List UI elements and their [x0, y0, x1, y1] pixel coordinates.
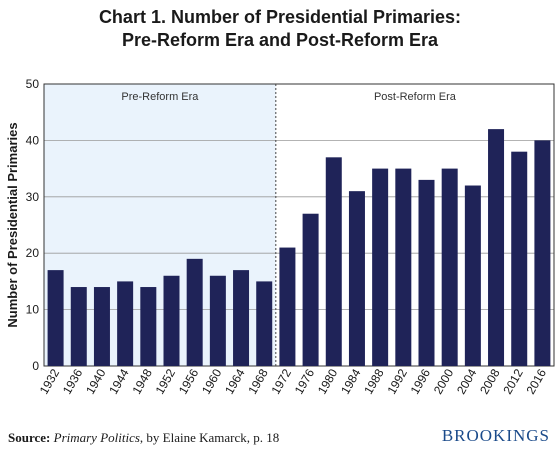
- x-tick-label: 1960: [199, 366, 225, 396]
- source-title: Primary Politics: [53, 430, 140, 445]
- bar-2012: [511, 151, 528, 366]
- x-tick-label: 1948: [129, 366, 155, 396]
- x-tick-label: 1940: [83, 366, 109, 396]
- source-note: Source: Primary Politics, by Elaine Kama…: [8, 430, 279, 446]
- x-tick-label: 1936: [60, 366, 86, 396]
- x-tick-label: 2012: [500, 366, 526, 396]
- x-tick-label: 1932: [37, 366, 63, 396]
- x-tick-label: 1956: [176, 366, 202, 396]
- bar-2000: [441, 168, 458, 366]
- x-tick-label: 2008: [477, 366, 503, 396]
- y-tick-label: 20: [26, 246, 40, 260]
- y-tick-label: 10: [26, 303, 40, 317]
- bar-1980: [325, 157, 342, 366]
- region-label-1: Post-Reform Era: [374, 91, 457, 103]
- y-axis-label: Number of Presidential Primaries: [5, 122, 20, 327]
- brookings-logo: BROOKINGS: [441, 426, 550, 445]
- x-tick-label: 1968: [245, 366, 271, 396]
- bar-1932: [47, 270, 64, 366]
- x-tick-label: 1964: [222, 366, 248, 396]
- bar-1944: [117, 281, 134, 366]
- x-tick-label: 1992: [384, 366, 410, 396]
- x-tick-label: 2004: [454, 366, 480, 396]
- y-tick-label: 30: [26, 190, 40, 204]
- y-tick-label: 40: [26, 133, 40, 147]
- bar-1972: [279, 247, 296, 366]
- chart-title-line-2: Pre-Reform Era and Post-Reform Era: [121, 30, 439, 50]
- bar-1952: [163, 275, 180, 366]
- bar-2008: [488, 129, 505, 366]
- x-tick-label: 1952: [153, 366, 179, 396]
- bar-1964: [233, 270, 250, 366]
- bar-1984: [348, 191, 365, 366]
- x-tick-label: 1972: [269, 366, 295, 396]
- plot-frame: [43, 83, 555, 367]
- bar-1936: [70, 287, 87, 366]
- bar-1960: [209, 275, 226, 366]
- y-tick-label: 50: [26, 77, 40, 91]
- bar-2004: [464, 185, 481, 366]
- x-tick-label: 2016: [524, 366, 550, 396]
- x-tick-label: 1984: [338, 366, 364, 396]
- source-rest: , by Elaine Kamarck, p. 18: [139, 430, 280, 445]
- bar-1992: [395, 168, 412, 366]
- bar-1968: [256, 281, 273, 366]
- bar-1956: [186, 258, 203, 366]
- bar-1996: [418, 179, 435, 366]
- chart-title-line-1: Chart 1. Number of Presidential Primarie…: [98, 7, 462, 27]
- y-tick-label: 0: [32, 359, 39, 373]
- x-tick-label: 1980: [315, 366, 341, 396]
- x-tick-label: 1976: [292, 366, 318, 396]
- bar-1940: [93, 287, 110, 366]
- chart-title: Chart 1. Number of Presidential Primarie…: [0, 6, 560, 52]
- region-label-0: Pre-Reform Era: [121, 91, 199, 103]
- x-tick-label: 1996: [408, 366, 434, 396]
- bar-2016: [534, 140, 551, 366]
- x-tick-label: 2000: [431, 366, 457, 396]
- x-tick-label: 1988: [361, 366, 387, 396]
- region-shade-1: [275, 84, 554, 366]
- bar-1976: [302, 213, 319, 366]
- bar-1948: [140, 287, 157, 366]
- x-tick-label: 1944: [106, 366, 132, 396]
- source-label: Source:: [8, 430, 51, 445]
- bar-1988: [372, 168, 389, 366]
